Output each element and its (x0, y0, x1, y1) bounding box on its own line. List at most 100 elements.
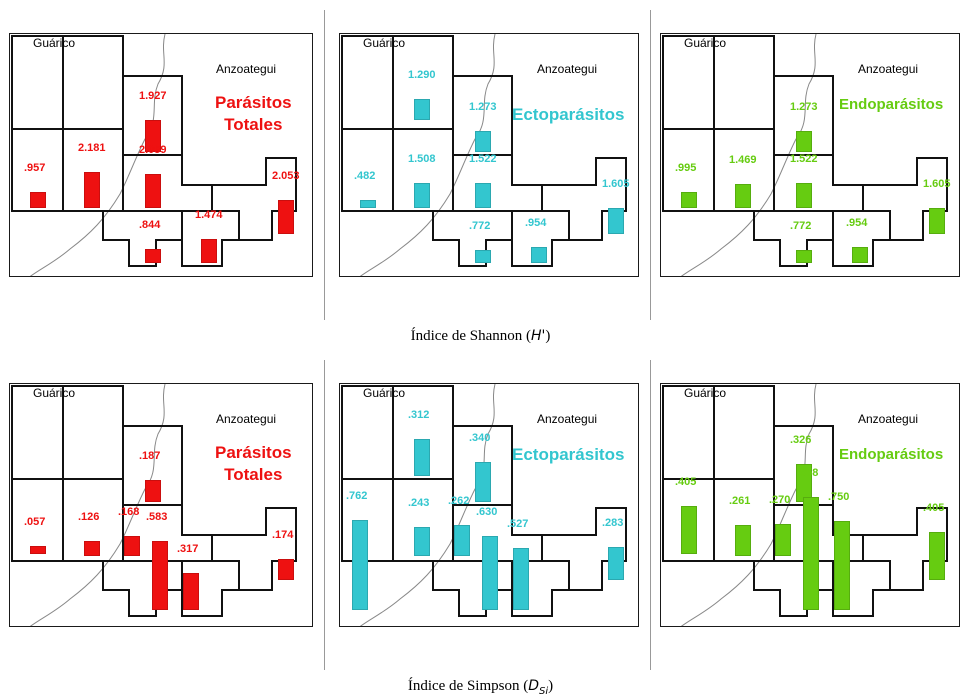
panel-title: Parásitos Totales (215, 442, 292, 486)
value-label-p3: 1.927 (139, 90, 167, 102)
bar-p6 (775, 524, 791, 556)
region-e (452, 154, 543, 212)
bar-p7 (475, 250, 491, 263)
value-label-p3: .187 (139, 450, 161, 462)
map-svg (662, 34, 948, 276)
bar-p4 (681, 192, 697, 208)
value-label-p5: .243 (408, 497, 430, 509)
place-label-guarico: Guárico (363, 36, 406, 50)
river-line (359, 34, 496, 276)
value-label-p9: .283 (602, 517, 624, 529)
bar-p5 (735, 184, 751, 208)
bar-p8 (852, 247, 868, 263)
value-label-p5: 2.181 (78, 142, 106, 154)
bar-p9 (608, 547, 624, 580)
value-label-p5: 1.469 (729, 154, 757, 166)
region-east (512, 157, 627, 241)
divider-3 (324, 360, 325, 670)
value-label-p4: .057 (24, 516, 46, 528)
value-label-p2: .312 (408, 409, 430, 421)
bar-p9 (929, 532, 945, 580)
region-east (833, 157, 948, 241)
bar-p3 (475, 131, 491, 152)
bar-p7 (803, 497, 819, 610)
value-label-p9: 2.053 (272, 170, 300, 182)
map-svg (341, 384, 627, 626)
map-panel-simpson-totales: Guárico Anzoategui Parásitos Totales .187 .05… (9, 383, 313, 627)
bar-p5 (735, 525, 751, 556)
bar-p9 (278, 200, 294, 234)
river-line (359, 384, 496, 626)
value-label-p3: 1.273 (469, 101, 497, 113)
value-label-p8: .954 (846, 217, 868, 229)
bar-p6 (475, 183, 491, 208)
panel-title-line: Ectoparásitos (512, 445, 625, 464)
panel-title: Endoparásitos (839, 444, 943, 466)
value-label-p8: .317 (177, 543, 199, 555)
value-label-p9: .174 (272, 529, 294, 541)
bar-p6 (145, 174, 161, 208)
bar-p7 (796, 250, 812, 263)
place-label-anzoategui: Anzoategui (537, 412, 598, 426)
panel-title-line: Totales (224, 115, 283, 134)
bar-p5 (414, 183, 430, 208)
divider-4 (650, 360, 651, 670)
value-label-p6: 2.059 (139, 144, 167, 156)
bar-p7 (145, 249, 161, 263)
panel-title: Ectoparásitos (512, 444, 624, 466)
bar-p3 (475, 462, 491, 502)
bar-p4 (30, 546, 46, 554)
value-label-p8: .527 (507, 518, 529, 530)
value-label-p7: .958 (797, 467, 819, 479)
panel-title: Parásitos Totales (215, 92, 292, 136)
value-label-p4: .957 (24, 162, 46, 174)
panel-title-line: Parásitos (215, 93, 292, 112)
value-label-p9: .405 (923, 502, 945, 514)
value-label-p6: .262 (448, 495, 470, 507)
panel-title-line: Endoparásitos (839, 446, 944, 463)
value-label-p6: 1.522 (790, 153, 818, 165)
bar-p8 (531, 247, 547, 263)
value-label-p4: .482 (354, 170, 376, 182)
river-line (680, 384, 817, 626)
value-label-p5: 1.508 (408, 153, 436, 165)
bar-p6 (454, 525, 470, 556)
value-label-p1: .762 (346, 490, 368, 502)
bar-p5 (414, 527, 430, 556)
region-s (432, 560, 513, 617)
panel-title-line: Totales (224, 465, 283, 484)
value-label-p8: .750 (828, 491, 850, 503)
region-e (122, 154, 213, 212)
value-label-p4: .405 (675, 476, 697, 488)
value-label-p6: 1.522 (469, 153, 497, 165)
bar-p3 (145, 120, 161, 152)
bar-p6 (124, 536, 140, 556)
value-label-p5: .261 (729, 495, 751, 507)
map-panel-simpson-endo: Guárico Anzoategui Endoparásitos .326 .405 .2… (660, 383, 960, 627)
divider-2 (650, 10, 651, 320)
region-east (833, 507, 948, 591)
bar-p3 (145, 480, 161, 502)
bar-p6 (796, 183, 812, 208)
bar-p8 (201, 239, 217, 263)
value-label-p7: .844 (139, 219, 161, 231)
map-panel-simpson-ecto: Guárico Anzoategui Ectoparásitos .762 .312 .3… (339, 383, 639, 627)
bar-p9 (278, 559, 294, 580)
value-label-p8: 1.474 (195, 209, 223, 221)
value-label-p2: 1.290 (408, 69, 436, 81)
place-label-anzoategui: Anzoategui (537, 62, 598, 76)
place-label-anzoategui: Anzoategui (216, 412, 277, 426)
value-label-p3: 1.273 (790, 101, 818, 113)
value-label-p9: 1.605 (602, 178, 630, 190)
value-label-p9: 1.605 (923, 178, 951, 190)
bar-p1 (352, 520, 368, 610)
bar-p2 (414, 99, 430, 120)
place-label-anzoategui: Anzoategui (858, 412, 919, 426)
map-svg (341, 34, 627, 276)
region-s (753, 560, 834, 617)
bar-p7 (152, 541, 168, 610)
bar-p3 (796, 131, 812, 152)
divider-1 (324, 10, 325, 320)
region-east (512, 507, 627, 591)
map-panel-shannon-endo: Guárico Anzoategui Endoparásitos 1.273 .995 1… (660, 33, 960, 277)
